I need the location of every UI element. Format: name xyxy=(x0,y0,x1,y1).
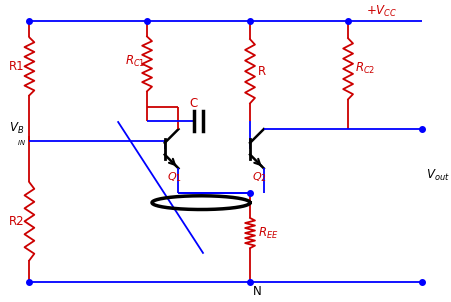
Text: R1: R1 xyxy=(9,60,24,73)
Text: $Q_1$: $Q_1$ xyxy=(166,170,181,184)
Text: $V_B$: $V_B$ xyxy=(9,121,24,136)
Text: R: R xyxy=(258,65,266,78)
Text: $_{IN}$: $_{IN}$ xyxy=(18,138,27,148)
Text: C: C xyxy=(189,97,198,110)
Text: $V_{out}$: $V_{out}$ xyxy=(425,168,448,183)
Text: $Q_2$: $Q_2$ xyxy=(252,170,267,184)
Text: $R_{EE}$: $R_{EE}$ xyxy=(258,226,278,241)
Text: $+V_{CC}$: $+V_{CC}$ xyxy=(365,4,396,19)
Text: $R_{C2}$: $R_{C2}$ xyxy=(354,61,374,76)
Text: N: N xyxy=(253,285,261,298)
Text: R2: R2 xyxy=(9,215,24,228)
Text: $R_{C1}$: $R_{C1}$ xyxy=(124,54,145,69)
